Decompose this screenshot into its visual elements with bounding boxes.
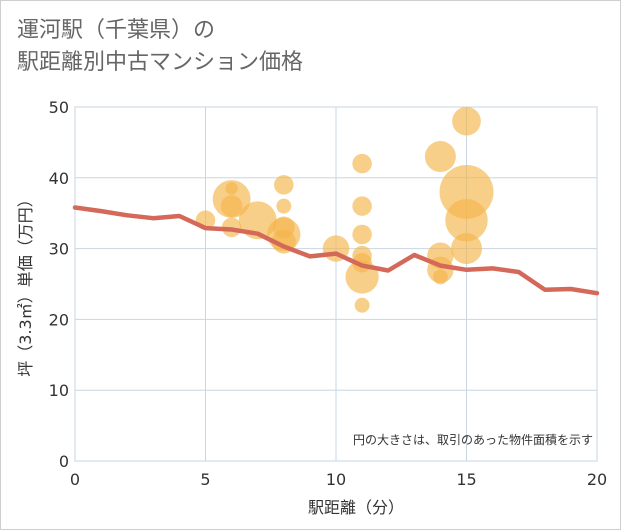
chart-title-line-2: 駅距離別中古マンション価格 xyxy=(17,50,304,75)
x-axis-label: 駅距離（分） xyxy=(308,498,404,517)
y-tick-label: 40 xyxy=(49,169,69,188)
data-bubble xyxy=(452,106,481,136)
bubble-size-note: 円の大きさは、取引のあった物件面積を示す xyxy=(353,432,593,447)
data-bubble xyxy=(274,175,294,195)
grid-lines xyxy=(75,107,597,461)
y-tick-label: 10 xyxy=(49,381,69,400)
x-tick-label: 10 xyxy=(326,470,346,489)
data-bubble xyxy=(445,199,488,242)
y-tick-label: 0 xyxy=(59,452,69,471)
y-axis-label: 坪（3.3㎡）単価（万円） xyxy=(16,191,35,376)
data-bubble xyxy=(354,297,370,313)
y-tick-labels: 0 10 20 30 40 50 xyxy=(49,98,69,471)
data-bubble xyxy=(238,201,277,240)
data-bubble xyxy=(276,198,292,214)
data-bubble xyxy=(352,224,372,245)
data-bubble xyxy=(424,141,456,173)
average-price-line xyxy=(72,205,600,296)
data-bubble xyxy=(220,195,243,218)
bubble-layer xyxy=(195,106,494,313)
x-tick-labels: 0 5 10 15 20 xyxy=(70,470,607,489)
x-tick-label: 0 xyxy=(70,470,80,489)
x-tick-label: 20 xyxy=(587,470,607,489)
y-tick-label: 50 xyxy=(49,98,69,117)
y-tick-label: 20 xyxy=(49,310,69,329)
chart-title: 運河駅（千葉県）の 駅距離別中古マンション価格 xyxy=(17,15,303,79)
chart-title-line-1: 運河駅（千葉県）の xyxy=(17,18,216,43)
x-tick-label: 15 xyxy=(456,470,476,489)
data-bubble xyxy=(432,269,448,285)
data-bubble xyxy=(352,153,372,174)
y-tick-label: 30 xyxy=(49,240,69,259)
data-bubble xyxy=(352,196,372,216)
x-tick-label: 5 xyxy=(200,470,210,489)
plot-border xyxy=(74,106,598,462)
data-bubble xyxy=(451,233,482,265)
